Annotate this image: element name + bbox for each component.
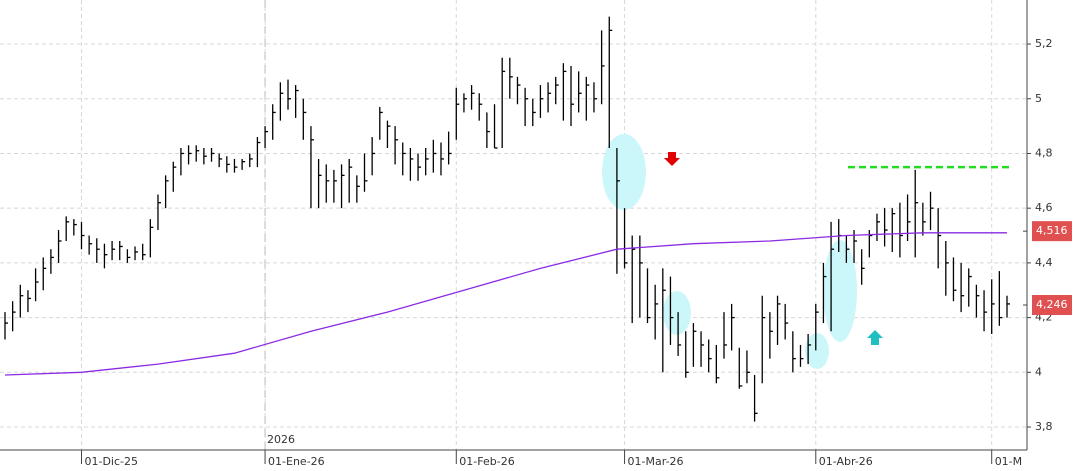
down-arrow bbox=[664, 152, 680, 166]
moving-average-line bbox=[4, 232, 1007, 376]
price-label-box bbox=[1032, 295, 1072, 316]
highlight-ellipse bbox=[823, 240, 857, 342]
x-tick-label: 01-Feb-26 bbox=[459, 455, 514, 468]
x-tick-label: 01-Mar-26 bbox=[628, 455, 684, 468]
y-tick-label: 4,8 bbox=[1035, 146, 1053, 159]
x-tick-label: 01-Ene-26 bbox=[268, 455, 325, 468]
price-label: 4,516 bbox=[1036, 224, 1068, 237]
up-arrow bbox=[867, 330, 883, 345]
highlight-ellipse bbox=[602, 134, 646, 210]
grid-layer bbox=[0, 0, 1027, 450]
price-label-box bbox=[1032, 221, 1072, 242]
y-tick-label: 4,4 bbox=[1035, 256, 1053, 269]
y-tick-label: 5 bbox=[1035, 92, 1042, 105]
x-tick-label: 01-Abr-26 bbox=[819, 455, 873, 468]
year-marker-label: 2026 bbox=[267, 433, 295, 446]
y-tick-label: 4 bbox=[1035, 365, 1042, 378]
y-tick-label: 3,8 bbox=[1035, 420, 1053, 433]
highlight-ellipse bbox=[805, 333, 829, 369]
highlight-ellipse bbox=[663, 291, 691, 335]
y-tick-label: 5,2 bbox=[1035, 37, 1053, 50]
price-label: 4,246 bbox=[1036, 298, 1068, 311]
x-tick-label: 01-M bbox=[995, 455, 1022, 468]
x-tick-label: 01-Dic-25 bbox=[84, 455, 138, 468]
y-tick-label: 4,6 bbox=[1035, 201, 1053, 214]
